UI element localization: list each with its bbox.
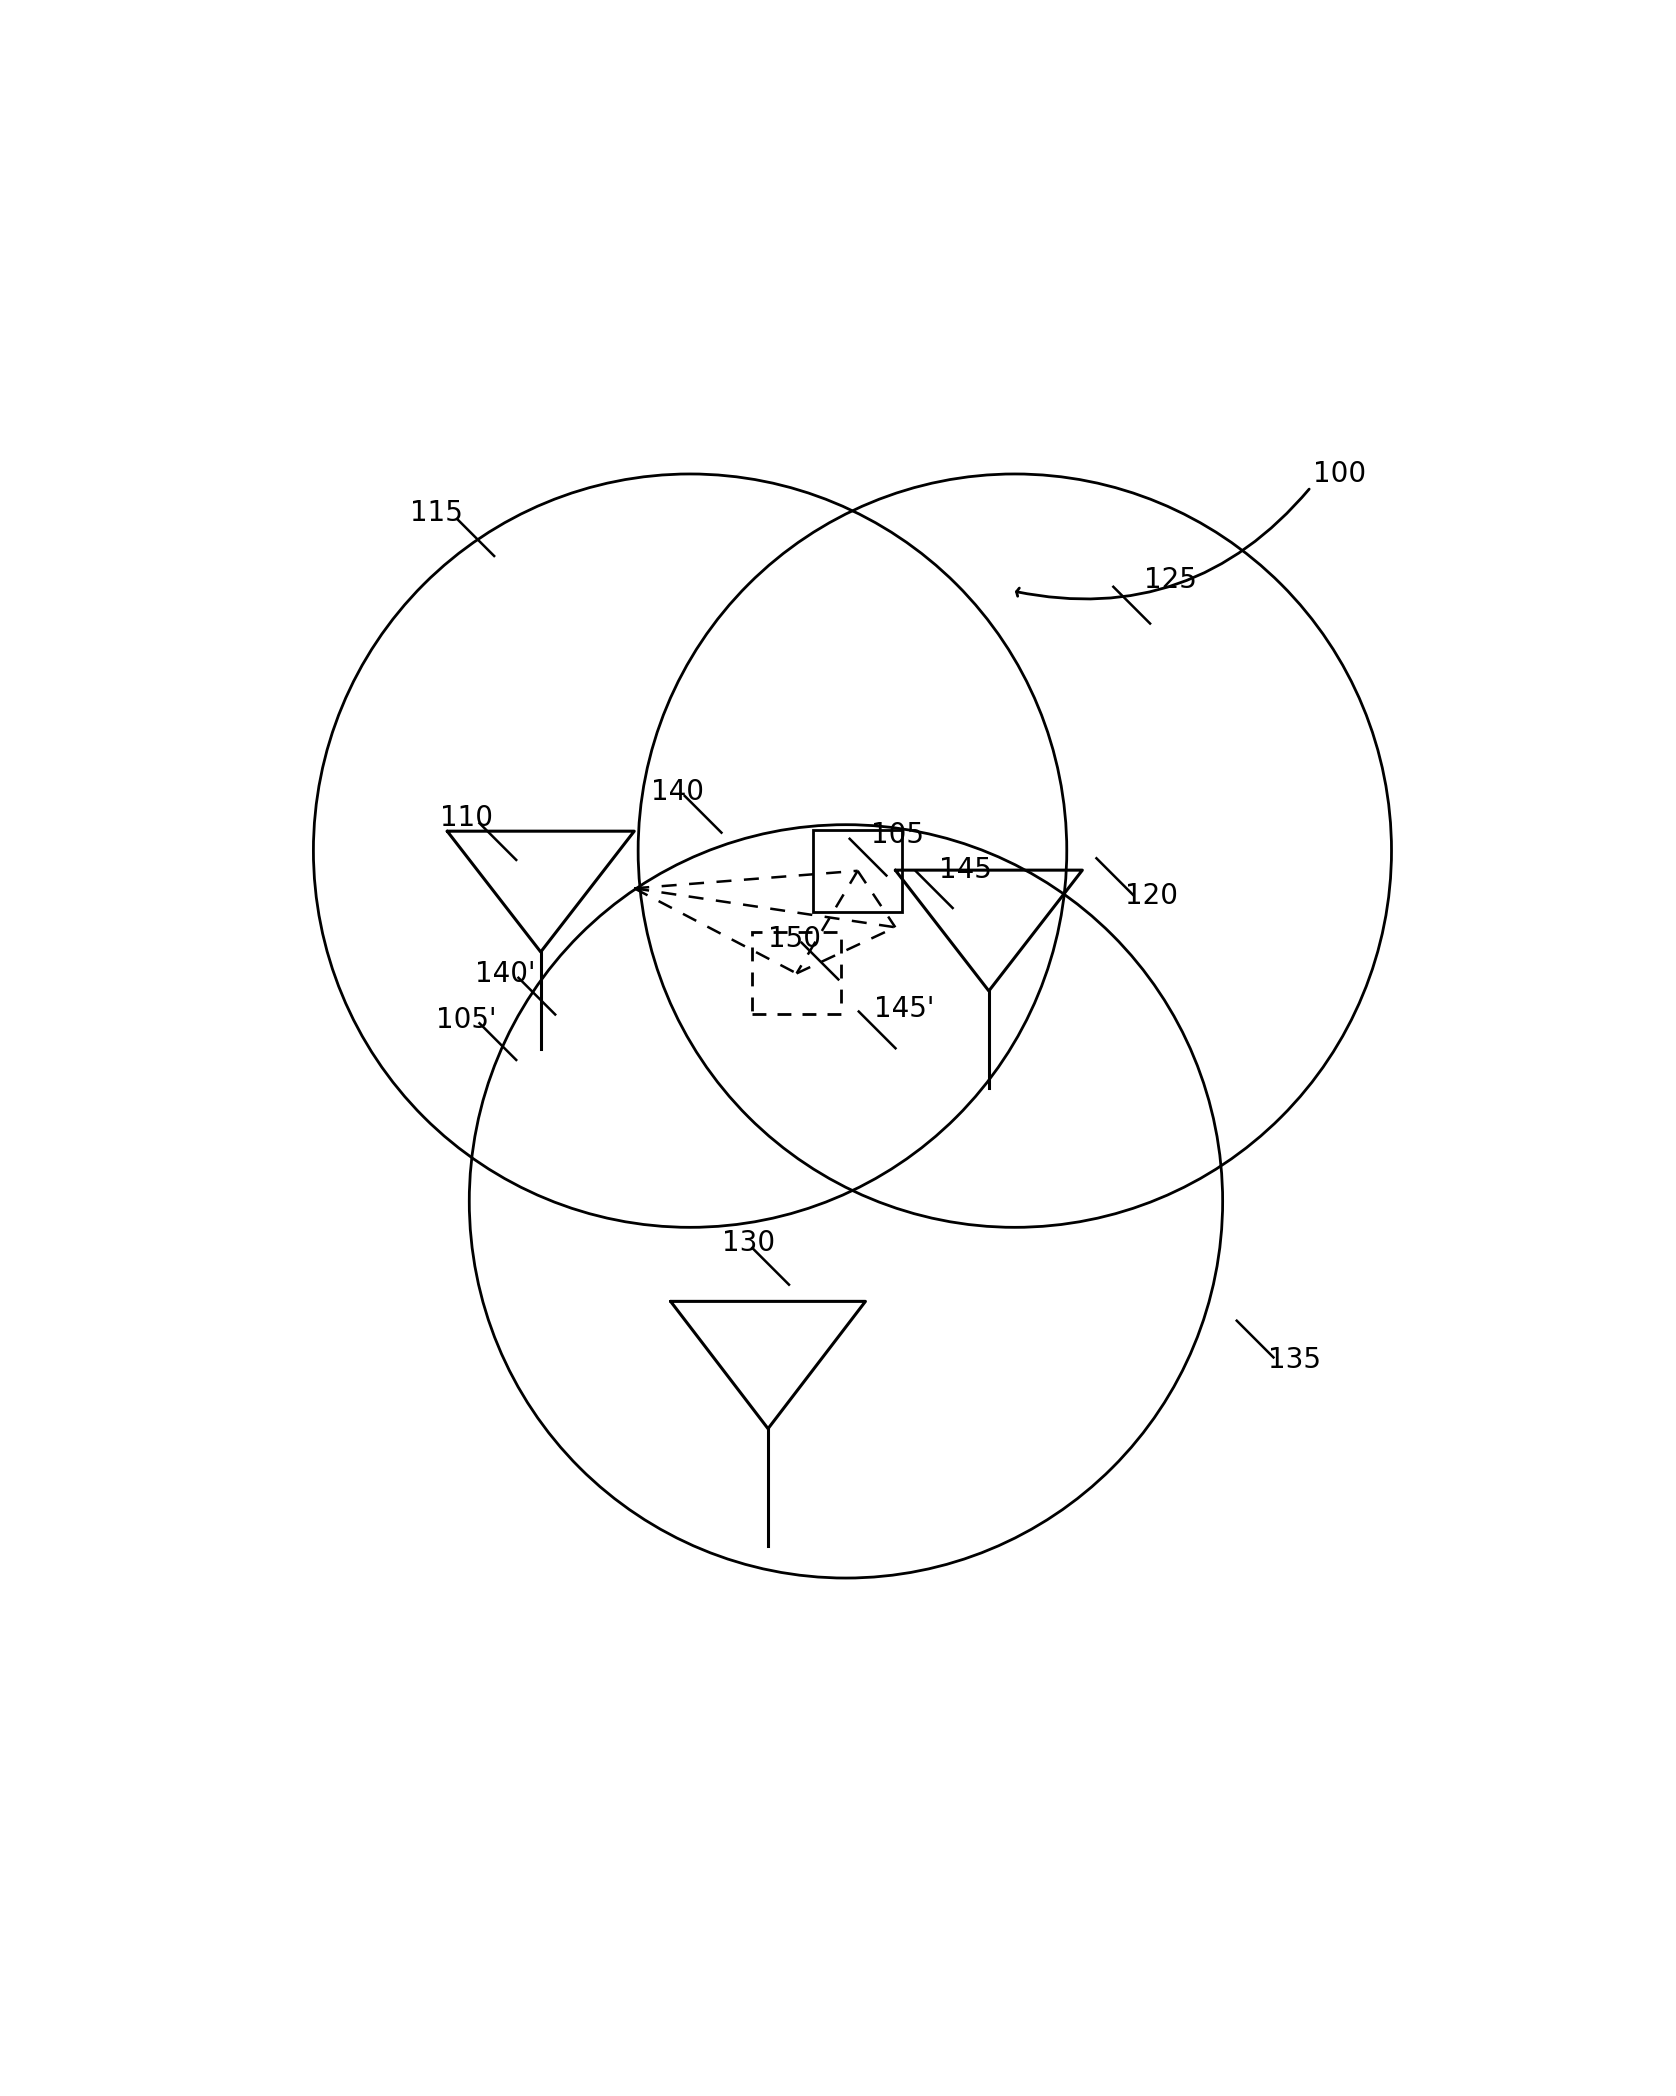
Text: 115: 115 [411,499,463,526]
Text: 145': 145' [875,996,935,1023]
Text: 120: 120 [1125,882,1178,910]
Text: 110: 110 [441,805,493,832]
Text: 150: 150 [768,924,821,954]
Text: 100: 100 [1312,459,1366,488]
Text: 105: 105 [872,822,925,849]
Text: 125: 125 [1145,566,1197,595]
Text: 130: 130 [722,1228,774,1258]
Text: 145: 145 [939,855,992,885]
Text: 140': 140' [476,960,536,987]
Text: 140: 140 [650,778,704,807]
Text: 135: 135 [1267,1346,1321,1373]
Bar [813,830,902,912]
Text: 105': 105' [436,1006,496,1033]
Bar [753,933,841,1014]
